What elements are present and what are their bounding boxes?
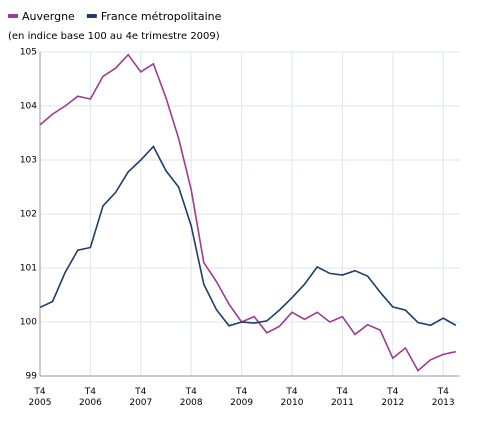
x-tick-label: T4 2011: [331, 387, 354, 408]
series-line: [39, 53, 456, 372]
y-tick-label: 102: [20, 210, 37, 220]
y-tick-label: 100: [20, 318, 37, 328]
y-tick-label: 99: [26, 372, 38, 382]
x-tick-label: T4 2010: [281, 387, 304, 408]
legend-swatch: [86, 14, 97, 18]
x-tick-label: T4 2008: [180, 387, 203, 408]
series-line: [39, 145, 457, 327]
x-tick-label: T4 2006: [79, 387, 102, 408]
legend-label: Auvergne: [22, 10, 75, 23]
legend-label: France métropolitaine: [101, 10, 222, 23]
y-tick-label: 101: [20, 264, 37, 274]
y-tick-label: 105: [20, 48, 37, 58]
x-tick-label: T4 2012: [381, 387, 404, 408]
y-tick-label: 104: [20, 102, 37, 112]
x-tick-label: T4 2013: [432, 387, 455, 408]
y-tick-label: 103: [20, 156, 37, 166]
chart-subtitle: (en indice base 100 au 4e trimestre 2009…: [8, 31, 220, 42]
legend-swatch: [8, 14, 18, 18]
x-tick-label: T4 2005: [29, 387, 52, 408]
x-tick-label: T4 2007: [129, 387, 152, 408]
x-tick-label: T4 2009: [230, 387, 253, 408]
